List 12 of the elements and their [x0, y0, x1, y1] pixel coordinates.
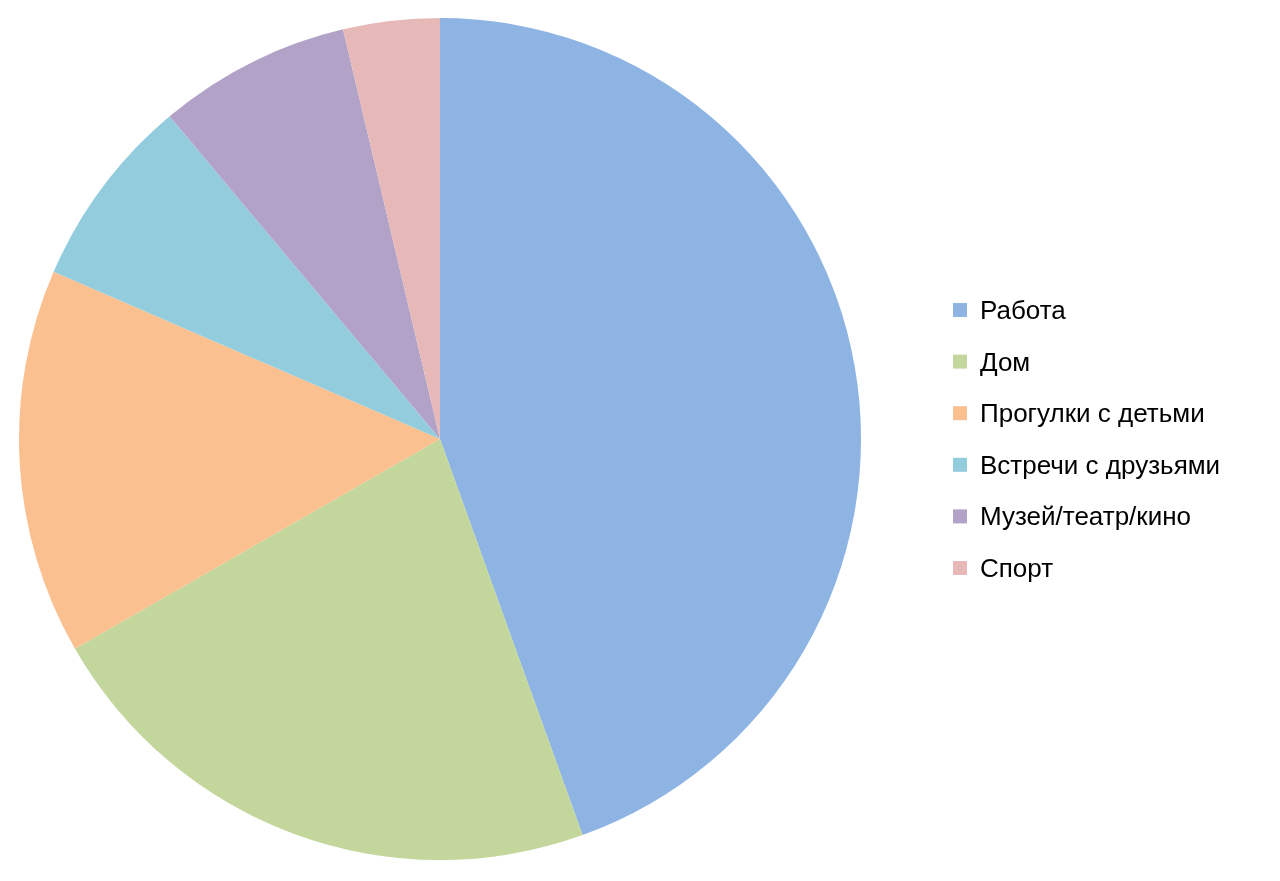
- legend-label: Встречи с друзьями: [980, 449, 1221, 480]
- pie-slice: [343, 18, 440, 439]
- legend-label: Дом: [980, 346, 1031, 377]
- pie-slice: [440, 18, 861, 836]
- legend-label: Работа: [980, 295, 1067, 325]
- legend-label: Музей/театр/кино: [980, 501, 1192, 532]
- legend-label: Спорт: [980, 553, 1054, 583]
- pie-slice: [169, 29, 440, 439]
- pie-slice: [53, 116, 440, 439]
- pie-slice: [74, 439, 583, 860]
- pie-slice: [19, 271, 440, 649]
- legend-label: Прогулки с детьми: [980, 398, 1205, 429]
